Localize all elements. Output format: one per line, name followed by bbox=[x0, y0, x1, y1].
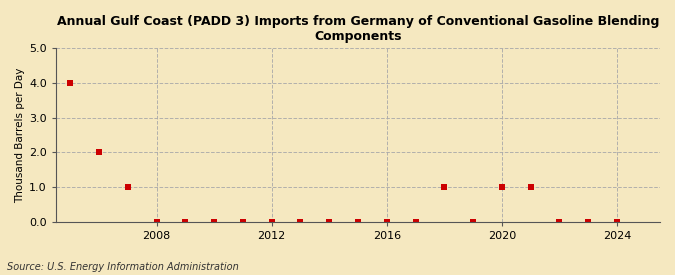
Text: Source: U.S. Energy Information Administration: Source: U.S. Energy Information Administ… bbox=[7, 262, 238, 272]
Y-axis label: Thousand Barrels per Day: Thousand Barrels per Day bbox=[15, 67, 25, 203]
Title: Annual Gulf Coast (PADD 3) Imports from Germany of Conventional Gasoline Blendin: Annual Gulf Coast (PADD 3) Imports from … bbox=[57, 15, 659, 43]
